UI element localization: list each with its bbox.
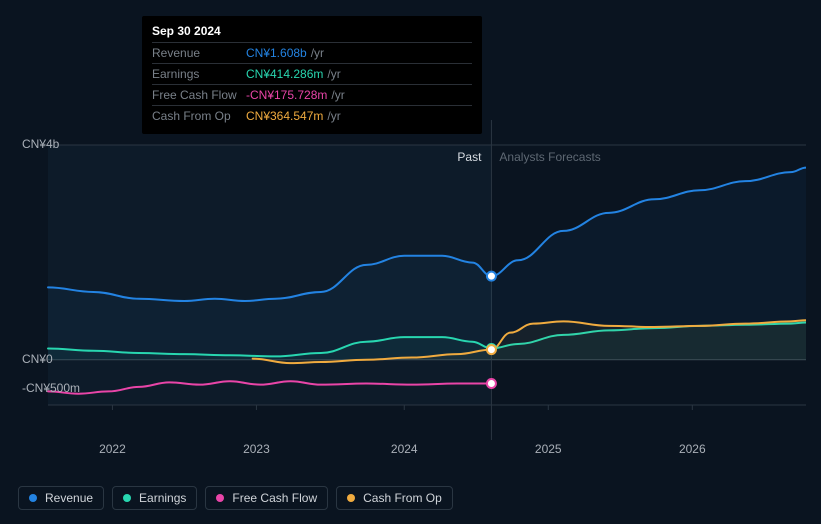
x-axis-label: 2022 <box>99 442 126 456</box>
tooltip-metric-label: Cash From Op <box>152 109 246 123</box>
y-axis-label: CN¥4b <box>22 137 59 151</box>
tooltip-metric-value: CN¥364.547m <box>246 109 323 123</box>
chart-tooltip: Sep 30 2024 Revenue CN¥1.608b /yrEarning… <box>142 16 482 134</box>
tooltip-metric-label: Revenue <box>152 46 246 60</box>
tooltip-metric-unit: /yr <box>327 109 340 123</box>
y-axis-label: CN¥0 <box>22 352 53 366</box>
past-label: Past <box>457 150 481 164</box>
legend-dot-icon <box>29 494 37 502</box>
tooltip-date: Sep 30 2024 <box>152 24 472 38</box>
tooltip-row: Earnings CN¥414.286m /yr <box>152 63 472 84</box>
legend-item-fcf[interactable]: Free Cash Flow <box>205 486 328 510</box>
legend-item-cfo[interactable]: Cash From Op <box>336 486 453 510</box>
tooltip-row: Free Cash Flow -CN¥175.728m /yr <box>152 84 472 105</box>
tooltip-metric-label: Free Cash Flow <box>152 88 246 102</box>
tooltip-metric-unit: /yr <box>331 88 344 102</box>
legend-dot-icon <box>347 494 355 502</box>
tooltip-metric-unit: /yr <box>311 46 324 60</box>
legend-item-earnings[interactable]: Earnings <box>112 486 197 510</box>
chart-legend: Revenue Earnings Free Cash Flow Cash From O… <box>18 486 453 510</box>
tooltip-metric-value: CN¥1.608b <box>246 46 307 60</box>
x-axis-label: 2024 <box>391 442 418 456</box>
legend-label: Earnings <box>139 491 186 505</box>
forecast-label: Analysts Forecasts <box>499 150 600 164</box>
tooltip-metric-label: Earnings <box>152 67 246 81</box>
tooltip-metric-value: CN¥414.286m <box>246 67 323 81</box>
y-axis-label: -CN¥500m <box>22 381 80 395</box>
tooltip-metric-unit: /yr <box>327 67 340 81</box>
tooltip-metric-value: -CN¥175.728m <box>246 88 327 102</box>
legend-label: Cash From Op <box>363 491 442 505</box>
legend-dot-icon <box>216 494 224 502</box>
x-axis-label: 2023 <box>243 442 270 456</box>
legend-label: Free Cash Flow <box>232 491 317 505</box>
legend-item-revenue[interactable]: Revenue <box>18 486 104 510</box>
tooltip-row: Cash From Op CN¥364.547m /yr <box>152 105 472 126</box>
legend-label: Revenue <box>45 491 93 505</box>
tooltip-row: Revenue CN¥1.608b /yr <box>152 42 472 63</box>
x-axis-label: 2026 <box>679 442 706 456</box>
legend-dot-icon <box>123 494 131 502</box>
x-axis-label: 2025 <box>535 442 562 456</box>
